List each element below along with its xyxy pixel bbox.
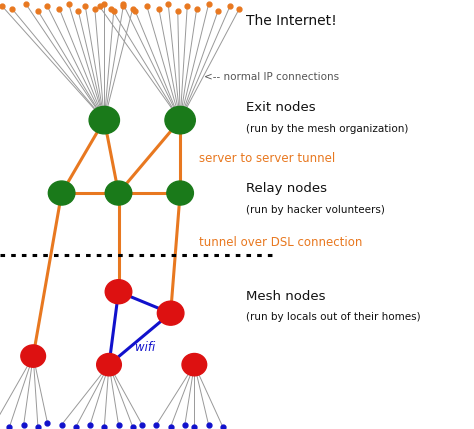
Circle shape: [48, 181, 75, 205]
Text: Mesh nodes: Mesh nodes: [246, 290, 326, 302]
Text: (run by the mesh organization): (run by the mesh organization): [246, 124, 409, 134]
Text: Exit nodes: Exit nodes: [246, 101, 316, 114]
Text: The Internet!: The Internet!: [246, 15, 337, 28]
Text: tunnel over DSL connection: tunnel over DSL connection: [199, 236, 363, 249]
Circle shape: [97, 353, 121, 376]
Text: (run by locals out of their homes): (run by locals out of their homes): [246, 312, 421, 323]
Text: Relay nodes: Relay nodes: [246, 182, 328, 195]
Circle shape: [167, 181, 193, 205]
Circle shape: [182, 353, 207, 376]
Circle shape: [105, 280, 132, 304]
Text: (run by hacker volunteers): (run by hacker volunteers): [246, 205, 385, 215]
Circle shape: [89, 106, 119, 134]
Text: <-- normal IP connections: <-- normal IP connections: [204, 72, 339, 82]
Circle shape: [105, 181, 132, 205]
Text: server to server tunnel: server to server tunnel: [199, 152, 335, 165]
Text: wifi: wifi: [135, 341, 155, 354]
Circle shape: [157, 301, 184, 325]
Circle shape: [21, 345, 46, 367]
Circle shape: [165, 106, 195, 134]
